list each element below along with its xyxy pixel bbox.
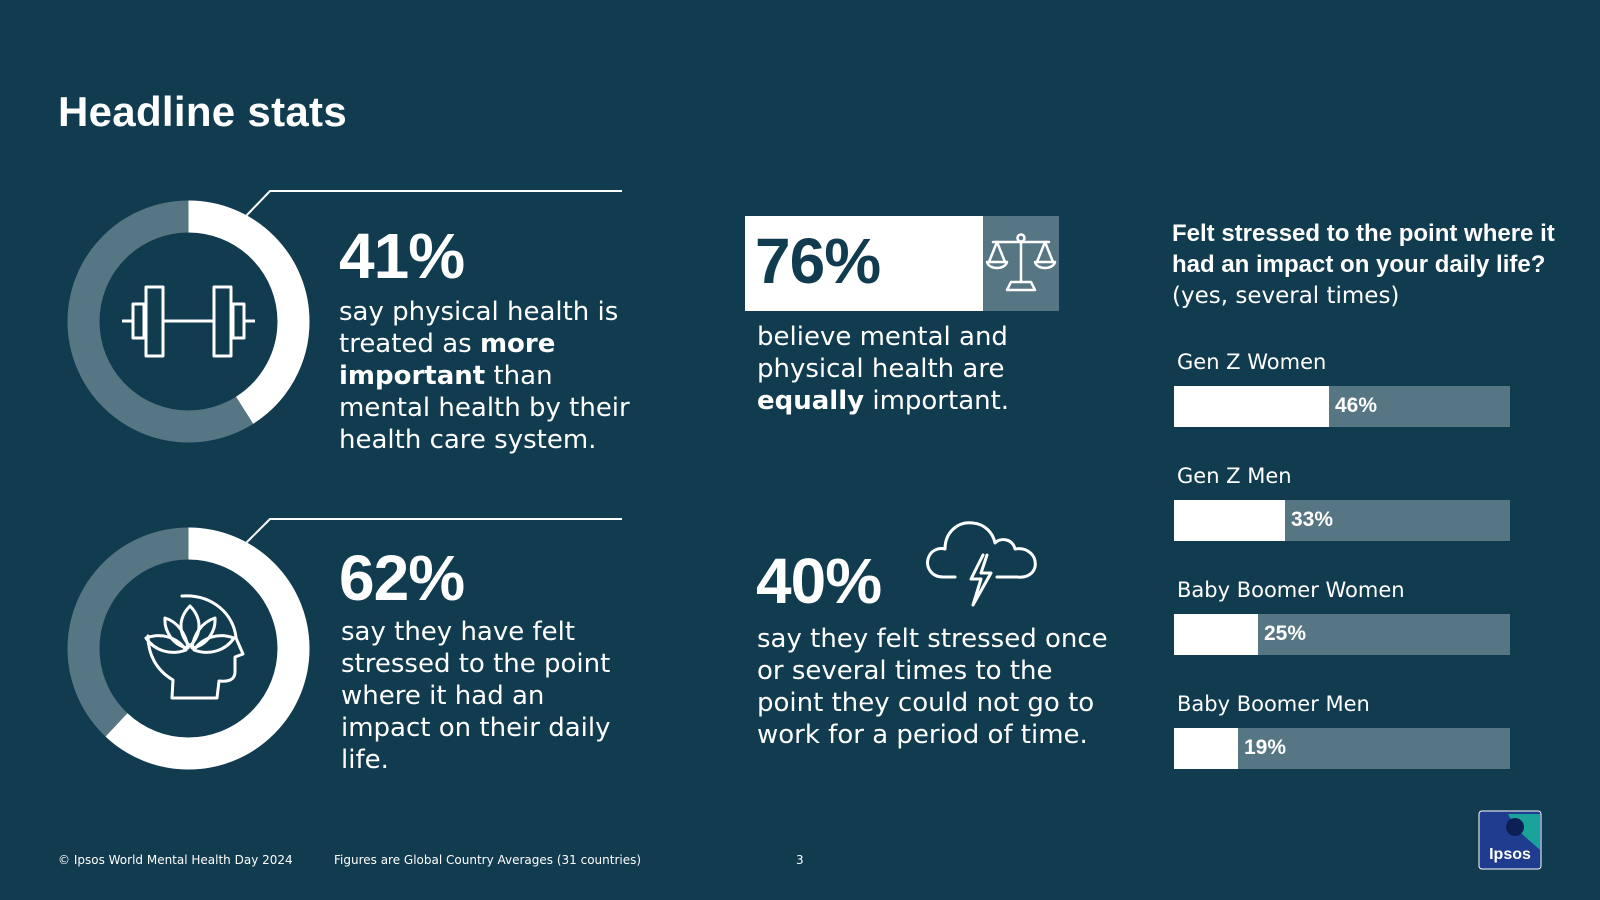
stat-text-41-bold: more important bbox=[339, 329, 556, 391]
bar-category-label: Gen Z Men bbox=[1177, 464, 1292, 488]
footer-note: Figures are Global Country Averages (31 … bbox=[334, 853, 642, 867]
leader-line-41 bbox=[245, 190, 622, 217]
bar-value-fill bbox=[1174, 728, 1238, 769]
lotus-head-icon bbox=[144, 594, 245, 700]
stat-value-40: 40% bbox=[756, 545, 882, 617]
leader-line-62 bbox=[245, 518, 622, 544]
stat-text-41-part3: than mental health by their health care … bbox=[339, 361, 630, 455]
bar-value-fill bbox=[1174, 500, 1285, 541]
footer-copyright: © Ipsos World Mental Health Day 2024 bbox=[58, 853, 293, 867]
page-title: Headline stats bbox=[58, 88, 347, 135]
bar-value-fill bbox=[1174, 386, 1329, 427]
stat-text-76-part3: important. bbox=[864, 386, 1010, 416]
stat-76-icon-box bbox=[983, 216, 1059, 311]
stat-text-40-part1: say they felt stressed once or several t… bbox=[757, 624, 1108, 750]
stat-text-62: say they have felt stressed to the point… bbox=[341, 616, 626, 776]
bar-chart-heading-light: (yes, several times) bbox=[1172, 283, 1400, 309]
donut-chart-62 bbox=[67, 527, 310, 770]
bar-chart-heading-bold: Felt stressed to the point where it had … bbox=[1172, 220, 1555, 278]
donut-value-arc bbox=[67, 527, 310, 770]
stat-text-41: say physical health is treated as more i… bbox=[339, 296, 639, 456]
ipsos-logo: Ipsos bbox=[1478, 810, 1542, 870]
stat-text-76: believe mental and physical health are e… bbox=[757, 321, 1057, 417]
donut-value-arc bbox=[67, 200, 310, 443]
stat-76-box bbox=[745, 216, 983, 311]
bar-category-label: Baby Boomer Men bbox=[1177, 692, 1370, 716]
stat-text-76-part1: believe mental and physical health are bbox=[757, 322, 1008, 384]
stat-value-76: 76% bbox=[755, 225, 881, 297]
ipsos-logo-mark: Ipsos bbox=[1478, 810, 1542, 870]
stat-text-76-bold: equally bbox=[757, 386, 865, 416]
svg-text:Ipsos: Ipsos bbox=[1489, 846, 1531, 863]
stat-text-41-part1: say physical health is treated as bbox=[339, 297, 619, 359]
bar-value-label: 46% bbox=[1335, 394, 1378, 417]
donut-chart-41 bbox=[67, 200, 310, 443]
bar-category-label: Gen Z Women bbox=[1177, 350, 1327, 374]
stat-text-62-part1: say they have felt stressed to the point… bbox=[341, 617, 611, 775]
stat-value-62: 62% bbox=[339, 542, 465, 614]
dumbbell-icon bbox=[122, 285, 255, 358]
bar-value-label: 19% bbox=[1244, 736, 1287, 759]
page-number: 3 bbox=[796, 853, 804, 867]
scales-icon bbox=[985, 233, 1057, 292]
storm-cloud-icon bbox=[926, 521, 1037, 607]
bar-value-fill bbox=[1174, 614, 1258, 655]
bar-category-label: Baby Boomer Women bbox=[1177, 578, 1405, 602]
stat-value-41: 41% bbox=[339, 220, 465, 292]
bar-value-label: 33% bbox=[1291, 508, 1334, 531]
bar-chart-heading: Felt stressed to the point where it had … bbox=[1172, 218, 1572, 312]
bar-value-label: 25% bbox=[1264, 622, 1307, 645]
stat-text-40: say they felt stressed once or several t… bbox=[757, 623, 1112, 751]
